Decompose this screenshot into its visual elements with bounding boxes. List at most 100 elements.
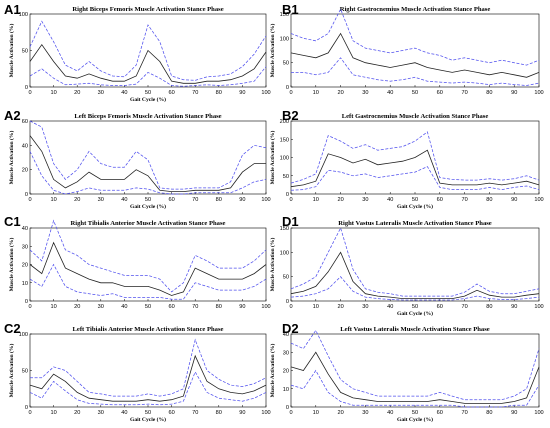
x-tick-label: 70 <box>461 197 467 203</box>
plot-frame <box>290 227 540 302</box>
y-tick-label: 100 <box>280 36 289 42</box>
lower-sd-line <box>291 57 540 86</box>
y-tick-label: 50 <box>283 61 289 67</box>
x-tick-label: 0 <box>289 410 292 416</box>
x-tick-label: 50 <box>412 197 418 203</box>
plot-frame <box>29 227 267 302</box>
y-axis-label: Muscle Activation (%) <box>8 237 15 291</box>
x-tick-label: 10 <box>50 90 56 96</box>
y-tick-label: 50 <box>283 275 289 281</box>
x-tick-label: 10 <box>50 197 56 203</box>
x-tick-label: 20 <box>74 304 80 310</box>
x-tick-label: 60 <box>168 90 174 96</box>
x-tick-label: 70 <box>461 90 467 96</box>
panel-d1: D1 Right Vastus Lateralis Muscle Activati… <box>269 214 544 317</box>
lower-sd-line <box>29 66 267 87</box>
x-tick-label: 50 <box>145 410 151 416</box>
y-tick-label: 30 <box>283 350 289 356</box>
x-tick-label: 50 <box>412 304 418 310</box>
x-tick-label: 10 <box>313 197 319 203</box>
mean-line <box>290 251 540 300</box>
x-axis-label: Gait Cycle (%) <box>130 416 166 423</box>
x-tick-label: 90 <box>511 304 517 310</box>
x-tick-label: 90 <box>239 410 245 416</box>
x-tick-label: 80 <box>486 304 492 310</box>
plot-frame <box>290 333 540 408</box>
x-tick-label: 0 <box>289 304 292 310</box>
x-tick-label: 20 <box>337 197 343 203</box>
y-axis-label: Muscle Activation (%) <box>8 343 15 397</box>
y-axis-label: Muscle Activation (%) <box>8 23 15 77</box>
x-tick-label: 30 <box>98 90 104 96</box>
x-tick-label: 100 <box>534 304 543 310</box>
panel-c1: C1 Right Tibialis Anterior Muscle Activat… <box>4 214 271 310</box>
x-tick-label: 10 <box>50 410 56 416</box>
x-axis-label: Gait Cycle (%) <box>397 310 433 317</box>
x-tick-label: 0 <box>28 410 31 416</box>
y-tick-label: 0 <box>286 192 289 198</box>
panel-title: Right Biceps Femoris Muscle Activation S… <box>72 6 223 13</box>
y-axis-label: Muscle Activation (%) <box>269 23 276 77</box>
mean-line <box>290 351 540 404</box>
panel-label: D1 <box>282 214 299 229</box>
x-tick-label: 20 <box>337 304 343 310</box>
plot-frame <box>29 333 267 408</box>
x-tick-label: 70 <box>461 304 467 310</box>
upper-sd-line <box>29 20 267 81</box>
x-tick-label: 70 <box>192 410 198 416</box>
panel-title: Right Gastrocnemius Muscle Activation St… <box>340 6 491 13</box>
x-axis-label: Gait Cycle (%) <box>130 203 166 210</box>
x-tick-label: 50 <box>145 304 151 310</box>
x-tick-label: 40 <box>387 90 393 96</box>
x-tick-label: 30 <box>98 304 104 310</box>
x-tick-label: 20 <box>74 410 80 416</box>
x-tick-label: 40 <box>121 90 127 96</box>
y-axis-label: Muscle Activation (%) <box>8 130 15 184</box>
lower-sd-line <box>29 151 267 195</box>
x-tick-label: 60 <box>168 304 174 310</box>
panel-label: C2 <box>4 321 21 336</box>
plot-frame <box>29 120 267 195</box>
x-tick-label: 100 <box>261 304 270 310</box>
lower-sd-line <box>290 166 540 191</box>
panel-label: B2 <box>282 108 299 123</box>
x-tick-label: 0 <box>28 197 31 203</box>
x-tick-label: 30 <box>98 197 104 203</box>
x-tick-label: 80 <box>216 90 222 96</box>
y-tick-label: 20 <box>22 263 28 269</box>
y-tick-label: 100 <box>19 332 28 338</box>
y-tick-label: 20 <box>22 168 28 174</box>
y-tick-label: 30 <box>22 244 28 250</box>
y-tick-label: 50 <box>22 369 28 375</box>
panel-title: Left Gastrocnemius Muscle Activation Sta… <box>342 113 489 120</box>
x-tick-label: 20 <box>74 90 80 96</box>
panel-b1: B1 Right Gastrocnemius Muscle Activation … <box>269 2 544 96</box>
x-tick-label: 10 <box>313 304 319 310</box>
x-tick-label: 90 <box>511 90 517 96</box>
panel-title: Right Tibialis Anterior Muscle Activatio… <box>71 220 226 227</box>
x-tick-label: 40 <box>121 197 127 203</box>
panel-label: C1 <box>4 214 21 229</box>
upper-sd-line <box>290 131 540 184</box>
x-tick-label: 70 <box>192 197 198 203</box>
x-tick-label: 0 <box>289 90 292 96</box>
x-tick-label: 40 <box>121 410 127 416</box>
lower-sd-line <box>290 276 540 301</box>
y-tick-label: 100 <box>280 250 289 256</box>
x-tick-label: 20 <box>74 197 80 203</box>
y-tick-label: 10 <box>283 387 289 393</box>
panel-label: A1 <box>4 2 21 17</box>
panel-label: B1 <box>282 2 299 17</box>
y-tick-label: 60 <box>22 119 28 125</box>
x-tick-label: 10 <box>313 90 319 96</box>
y-tick-label: 0 <box>286 85 289 91</box>
mean-line <box>29 44 267 84</box>
y-tick-label: 50 <box>283 174 289 180</box>
y-tick-label: 40 <box>22 143 28 149</box>
x-tick-label: 30 <box>362 410 368 416</box>
lower-sd-line <box>29 263 267 300</box>
x-tick-label: 80 <box>216 304 222 310</box>
y-tick-label: 10 <box>22 281 28 287</box>
y-tick-label: 0 <box>25 405 28 411</box>
